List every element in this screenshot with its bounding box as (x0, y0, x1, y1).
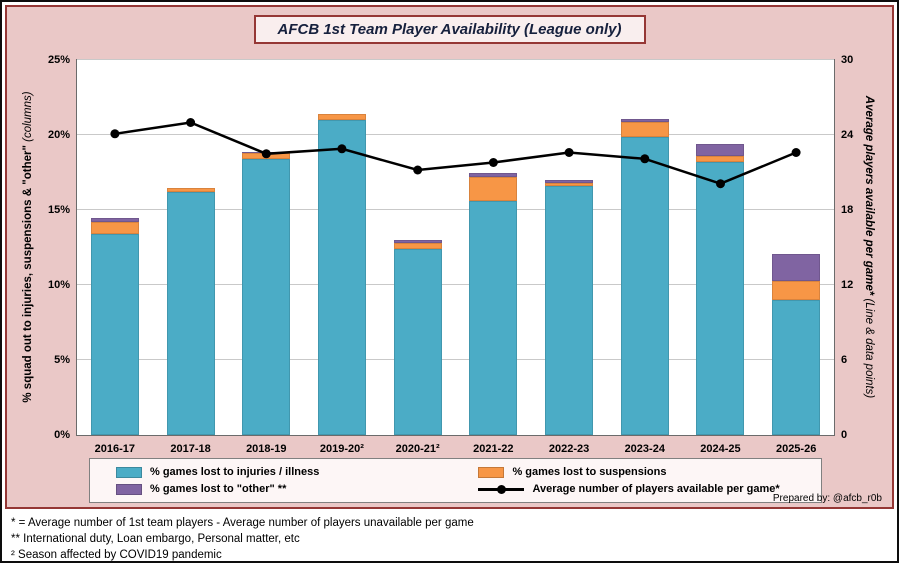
bar-segment (772, 300, 821, 435)
right-axis-title-note: (Line & data points) (863, 298, 875, 399)
gridline (77, 284, 834, 285)
right-axis-tick: 30 (841, 54, 854, 66)
right-axis-title: Average players available per game* (Lin… (863, 96, 875, 398)
legend-label-injuries: % games lost to injuries / illness (150, 466, 320, 478)
suspensions-swatch-icon (478, 466, 505, 478)
legend-label-other: % games lost to "other" ** (150, 483, 287, 495)
other-swatch-icon (116, 483, 142, 495)
right-axis-tick: 12 (841, 279, 854, 291)
legend-item-line: Average number of players available per … (478, 483, 813, 495)
availability-line (110, 118, 801, 189)
x-axis-label: 2021-22 (473, 443, 514, 455)
legend-item-injuries: % games lost to injuries / illness (116, 466, 478, 478)
line-data-point (716, 179, 725, 189)
bar-segment (90, 217, 139, 222)
line-data-point (413, 165, 423, 175)
right-axis-title-main: Average players available per game* (863, 95, 875, 296)
left-axis-tick: 20% (47, 129, 70, 141)
bar-segment (469, 201, 518, 435)
left-axis-title-note: (columns) (22, 91, 34, 142)
line-data-point (488, 158, 498, 167)
legend-item-suspensions: % games lost to suspensions (478, 466, 813, 478)
x-axis-label: 2017-18 (170, 443, 211, 455)
bar-segment (620, 118, 669, 122)
footnote-other-meaning: ** International duty, Loan embargo, Per… (11, 533, 300, 545)
x-axis-label: 2018-19 (246, 443, 287, 455)
line-data-point (791, 148, 801, 157)
bar-segment (317, 114, 366, 120)
legend: % games lost to injuries / illness % gam… (89, 458, 822, 503)
bar-segment (393, 249, 442, 435)
legend-label-suspensions: % games lost to suspensions (512, 466, 667, 478)
left-axis-tick: 25% (47, 54, 70, 66)
left-axis-tick: 5% (54, 354, 70, 366)
line-data-point (186, 118, 196, 127)
line-data-point (564, 148, 574, 157)
gridline (77, 209, 834, 210)
bar-segment (469, 172, 518, 177)
right-axis-tick: 0 (841, 429, 848, 441)
bar-segment (696, 144, 745, 156)
line-marker-icon (478, 483, 525, 495)
bar-segment (393, 240, 442, 243)
bar-segment (317, 120, 366, 435)
chart-title: AFCB 1st Team Player Availability (Leagu… (253, 15, 646, 44)
footnote-definition: * = Average number of 1st team players -… (11, 517, 474, 529)
bar-segment (90, 234, 139, 435)
line-data-point (110, 129, 120, 139)
x-axis-label: 2019-20² (319, 443, 364, 455)
x-axis-label: 2016-17 (94, 443, 136, 455)
x-axis-label: 2023-24 (624, 443, 665, 455)
bar-segment (242, 159, 291, 435)
bar-segment (545, 186, 594, 435)
x-axis-label: 2020-21² (395, 443, 440, 455)
line-data-point (337, 144, 347, 154)
bar-segment (393, 243, 442, 249)
bar-segment (166, 187, 215, 192)
right-axis-tick: 6 (841, 354, 848, 366)
x-axis-label: 2024-25 (700, 443, 741, 455)
chart-panel: AFCB 1st Team Player Availability (Leagu… (5, 5, 894, 509)
legend-label-line: Average number of players available per … (532, 483, 780, 495)
gridline (77, 59, 834, 60)
bar-segment (696, 162, 745, 435)
bar-segment (772, 280, 821, 300)
left-axis-title: % squad out to injuries, suspensions & "… (22, 91, 34, 402)
bar-segment (772, 253, 821, 281)
right-axis-tick: 24 (841, 129, 854, 141)
left-axis-tick: 0% (54, 429, 70, 441)
left-axis-tick: 10% (47, 279, 70, 291)
line-data-point (640, 154, 650, 164)
bar-segment (696, 156, 745, 162)
bar-segment (469, 177, 518, 201)
bar-segment (545, 183, 594, 186)
bar-segment (620, 136, 669, 435)
gridline (77, 359, 834, 360)
gridline (77, 134, 834, 135)
prepared-by-credit: Prepared by: @afcb_r0b (772, 493, 882, 504)
x-axis-label: 2022-23 (548, 443, 590, 455)
bar-segment (90, 222, 139, 234)
footnote-covid: ² Season affected by COVID19 pandemic (11, 549, 222, 561)
right-axis-tick: 18 (841, 204, 854, 216)
bar-segment (166, 192, 215, 435)
left-axis-title-main: % squad out to injuries, suspensions & "… (22, 145, 34, 403)
injuries-swatch-icon (116, 466, 142, 478)
footnotes: * = Average number of 1st team players -… (11, 515, 474, 561)
legend-item-other: % games lost to "other" ** (116, 483, 478, 495)
line-data-point (261, 149, 271, 159)
x-axis-label: 2025-26 (775, 443, 817, 455)
plot-area: 0% 5% 10% 15% 20% 25% 0 6 12 18 24 30 2016-17 2017-18… (48, 54, 853, 455)
bar-segment (545, 180, 594, 183)
bar-segment (620, 121, 669, 137)
left-axis-tick: 15% (47, 204, 70, 216)
